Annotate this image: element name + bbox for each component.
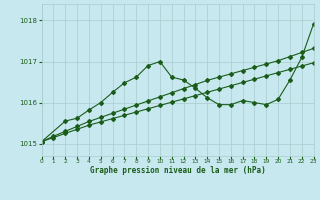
X-axis label: Graphe pression niveau de la mer (hPa): Graphe pression niveau de la mer (hPa) <box>90 166 266 175</box>
